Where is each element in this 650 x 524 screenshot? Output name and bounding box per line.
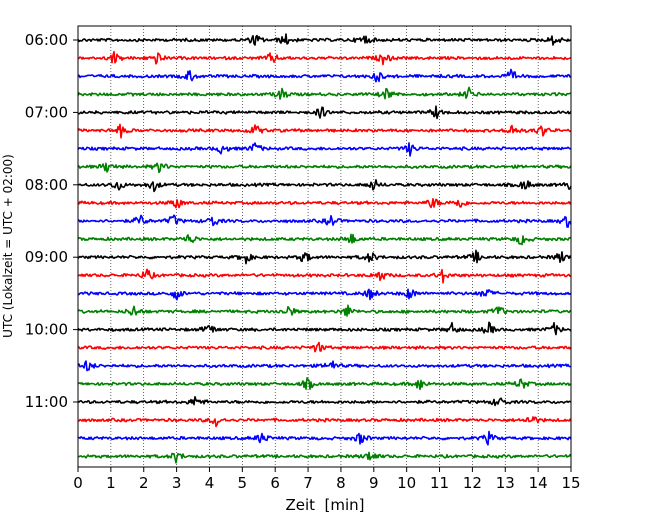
y-tick-label: 08:00 bbox=[25, 176, 68, 194]
y-tick-label: 07:00 bbox=[25, 103, 68, 121]
seismic-trace-0930 bbox=[77, 288, 572, 301]
y-axis-label: UTC (Lokalzeit = UTC + 02:00) bbox=[1, 154, 15, 338]
x-ticks: 0 1 2 3 4 5 6 7 8 9 10 11 12 13 14 15 bbox=[73, 467, 581, 492]
y-tick-label: 10:00 bbox=[25, 321, 68, 339]
x-tick-label: 8 bbox=[336, 474, 346, 492]
seismic-trace-1015 bbox=[77, 341, 572, 353]
seismic-trace-0630 bbox=[77, 68, 572, 83]
x-tick-label: 13 bbox=[496, 474, 515, 492]
x-axis-label: Zeit [min] bbox=[285, 496, 364, 514]
x-tick-label: 0 bbox=[73, 474, 83, 492]
seismic-trace-0845 bbox=[77, 233, 572, 246]
seismic-trace-0645 bbox=[77, 86, 572, 100]
x-tick-label: 6 bbox=[270, 474, 280, 492]
y-tick-label: 11:00 bbox=[25, 393, 68, 411]
y-ticks: 06:00 07:00 08:00 09:00 10:00 11:00 bbox=[25, 31, 78, 411]
x-tick-label: 12 bbox=[463, 474, 482, 492]
x-tick-label: 7 bbox=[303, 474, 313, 492]
seismic-trace-0715 bbox=[77, 123, 572, 139]
seismic-trace-1000 bbox=[77, 321, 572, 336]
x-tick-label: 14 bbox=[529, 474, 548, 492]
seismic-trace-1045 bbox=[77, 377, 572, 391]
x-tick-label: 10 bbox=[397, 474, 416, 492]
seismic-trace-0600 bbox=[77, 33, 572, 46]
y-tick-label: 09:00 bbox=[25, 248, 68, 266]
seismic-trace-0615 bbox=[77, 50, 572, 66]
seismic-trace-0800 bbox=[77, 179, 572, 193]
seismic-trace-1030 bbox=[77, 360, 572, 372]
seismic-trace-0730 bbox=[77, 142, 572, 157]
x-tick-label: 9 bbox=[369, 474, 379, 492]
seismic-trace-0830 bbox=[77, 214, 572, 228]
seismic-trace-1100 bbox=[77, 395, 572, 407]
seismic-trace-0745 bbox=[77, 162, 572, 174]
seismic-trace-1145 bbox=[77, 451, 572, 464]
seismic-trace-0915 bbox=[77, 268, 572, 284]
seismic-trace-0945 bbox=[77, 304, 572, 317]
seismic-trace-0900 bbox=[77, 249, 572, 265]
x-tick-label: 5 bbox=[238, 474, 248, 492]
seismic-trace-1115 bbox=[77, 416, 572, 428]
x-tick-label: 15 bbox=[561, 474, 580, 492]
y-tick-label: 06:00 bbox=[25, 31, 68, 49]
seismic-trace-0700 bbox=[77, 105, 572, 120]
trace-group bbox=[77, 33, 572, 464]
seismic-trace-0815 bbox=[77, 197, 572, 209]
seismic-trace-1130 bbox=[77, 430, 572, 446]
x-tick-label: 3 bbox=[172, 474, 182, 492]
x-tick-label: 1 bbox=[106, 474, 116, 492]
plot-frame bbox=[77, 25, 572, 468]
x-tick-label: 11 bbox=[430, 474, 449, 492]
x-tick-label: 2 bbox=[139, 474, 149, 492]
x-tick-label: 4 bbox=[205, 474, 215, 492]
